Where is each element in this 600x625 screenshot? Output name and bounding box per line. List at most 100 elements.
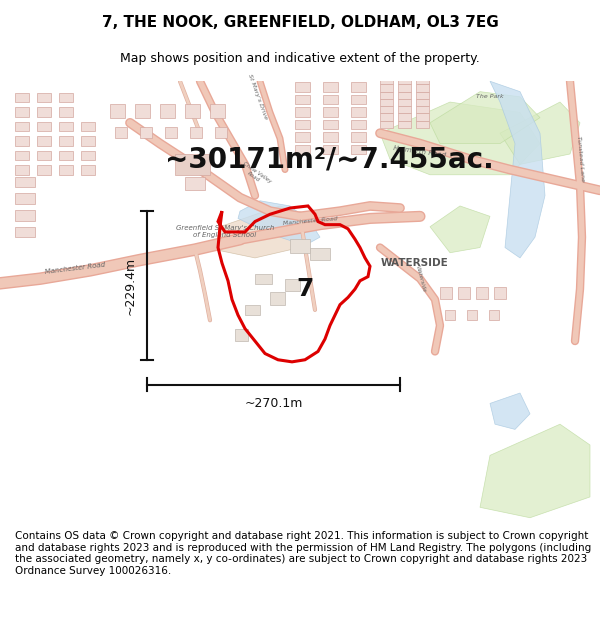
Text: Contains OS data © Crown copyright and database right 2021. This information is : Contains OS data © Crown copyright and d… — [15, 531, 591, 576]
Text: Manchester Road: Manchester Road — [44, 262, 106, 275]
Text: Map shows position and indicative extent of the property.: Map shows position and indicative extent… — [120, 52, 480, 65]
Text: The Park: The Park — [476, 94, 504, 99]
Polygon shape — [489, 310, 499, 320]
Polygon shape — [440, 287, 452, 299]
Text: WATERSIDE: WATERSIDE — [381, 258, 449, 268]
Polygon shape — [15, 210, 35, 221]
Polygon shape — [135, 104, 150, 118]
Polygon shape — [285, 279, 300, 291]
Polygon shape — [380, 70, 393, 77]
Polygon shape — [416, 121, 429, 128]
Polygon shape — [290, 239, 310, 252]
Polygon shape — [490, 393, 530, 429]
Polygon shape — [15, 177, 35, 187]
Text: ~270.1m: ~270.1m — [244, 397, 302, 410]
Polygon shape — [37, 122, 51, 131]
Polygon shape — [295, 144, 310, 154]
Polygon shape — [81, 151, 95, 160]
Polygon shape — [430, 92, 540, 144]
Polygon shape — [185, 104, 200, 118]
Polygon shape — [323, 144, 338, 154]
Polygon shape — [398, 121, 411, 128]
Polygon shape — [351, 144, 366, 154]
Polygon shape — [416, 106, 429, 114]
Polygon shape — [37, 92, 51, 102]
Polygon shape — [59, 122, 73, 131]
Polygon shape — [380, 92, 393, 99]
Polygon shape — [398, 99, 411, 106]
Polygon shape — [295, 120, 310, 129]
Polygon shape — [59, 136, 73, 146]
Polygon shape — [380, 121, 393, 128]
Polygon shape — [59, 151, 73, 160]
Text: Tunstead Lane: Tunstead Lane — [575, 136, 584, 182]
Polygon shape — [380, 77, 393, 84]
Polygon shape — [295, 82, 310, 92]
Polygon shape — [500, 102, 580, 164]
Polygon shape — [15, 122, 29, 131]
Polygon shape — [215, 206, 310, 258]
Text: 7: 7 — [296, 277, 314, 301]
Polygon shape — [115, 127, 127, 138]
Polygon shape — [37, 151, 51, 160]
Polygon shape — [295, 107, 310, 117]
Polygon shape — [430, 206, 490, 252]
Polygon shape — [416, 77, 429, 84]
Polygon shape — [380, 102, 540, 175]
Polygon shape — [490, 81, 545, 258]
Text: St Mary's Drive: St Mary's Drive — [247, 73, 269, 120]
Text: Greenfield St Mary's Church
of England School: Greenfield St Mary's Church of England S… — [176, 226, 274, 239]
Polygon shape — [380, 114, 393, 121]
Polygon shape — [398, 106, 411, 114]
Polygon shape — [245, 304, 260, 315]
Polygon shape — [235, 329, 248, 341]
Polygon shape — [238, 201, 320, 246]
Polygon shape — [398, 70, 411, 77]
Polygon shape — [110, 104, 125, 118]
Text: ~30171m²/~7.455ac.: ~30171m²/~7.455ac. — [165, 145, 494, 173]
Text: Manchester Road: Manchester Road — [283, 217, 338, 226]
Polygon shape — [351, 82, 366, 92]
Polygon shape — [351, 95, 366, 104]
Text: Holmfirth Road: Holmfirth Road — [393, 145, 447, 159]
Polygon shape — [458, 287, 470, 299]
Text: ~229.4m: ~229.4m — [124, 256, 137, 314]
Polygon shape — [295, 132, 310, 141]
Polygon shape — [270, 292, 285, 304]
Polygon shape — [398, 84, 411, 92]
Polygon shape — [416, 92, 429, 99]
Polygon shape — [416, 84, 429, 92]
Polygon shape — [323, 107, 338, 117]
Polygon shape — [416, 114, 429, 121]
Polygon shape — [15, 151, 29, 160]
Polygon shape — [81, 122, 95, 131]
Polygon shape — [398, 77, 411, 84]
Polygon shape — [323, 82, 338, 92]
Polygon shape — [380, 99, 393, 106]
Polygon shape — [380, 106, 393, 114]
Polygon shape — [323, 120, 338, 129]
Polygon shape — [37, 136, 51, 146]
Text: Waterside: Waterside — [414, 265, 426, 292]
Polygon shape — [445, 310, 455, 320]
Polygon shape — [15, 92, 29, 102]
Polygon shape — [15, 227, 35, 237]
Polygon shape — [15, 107, 29, 117]
Polygon shape — [494, 287, 506, 299]
Polygon shape — [295, 95, 310, 104]
Polygon shape — [380, 84, 393, 92]
Polygon shape — [476, 287, 488, 299]
Polygon shape — [416, 99, 429, 106]
Polygon shape — [37, 166, 51, 175]
Polygon shape — [210, 104, 225, 118]
Polygon shape — [81, 136, 95, 146]
Polygon shape — [15, 194, 35, 204]
Polygon shape — [398, 114, 411, 121]
Polygon shape — [175, 154, 210, 175]
Polygon shape — [165, 127, 177, 138]
Polygon shape — [467, 310, 477, 320]
Polygon shape — [255, 274, 272, 284]
Polygon shape — [310, 248, 330, 260]
Polygon shape — [59, 107, 73, 117]
Polygon shape — [416, 70, 429, 77]
